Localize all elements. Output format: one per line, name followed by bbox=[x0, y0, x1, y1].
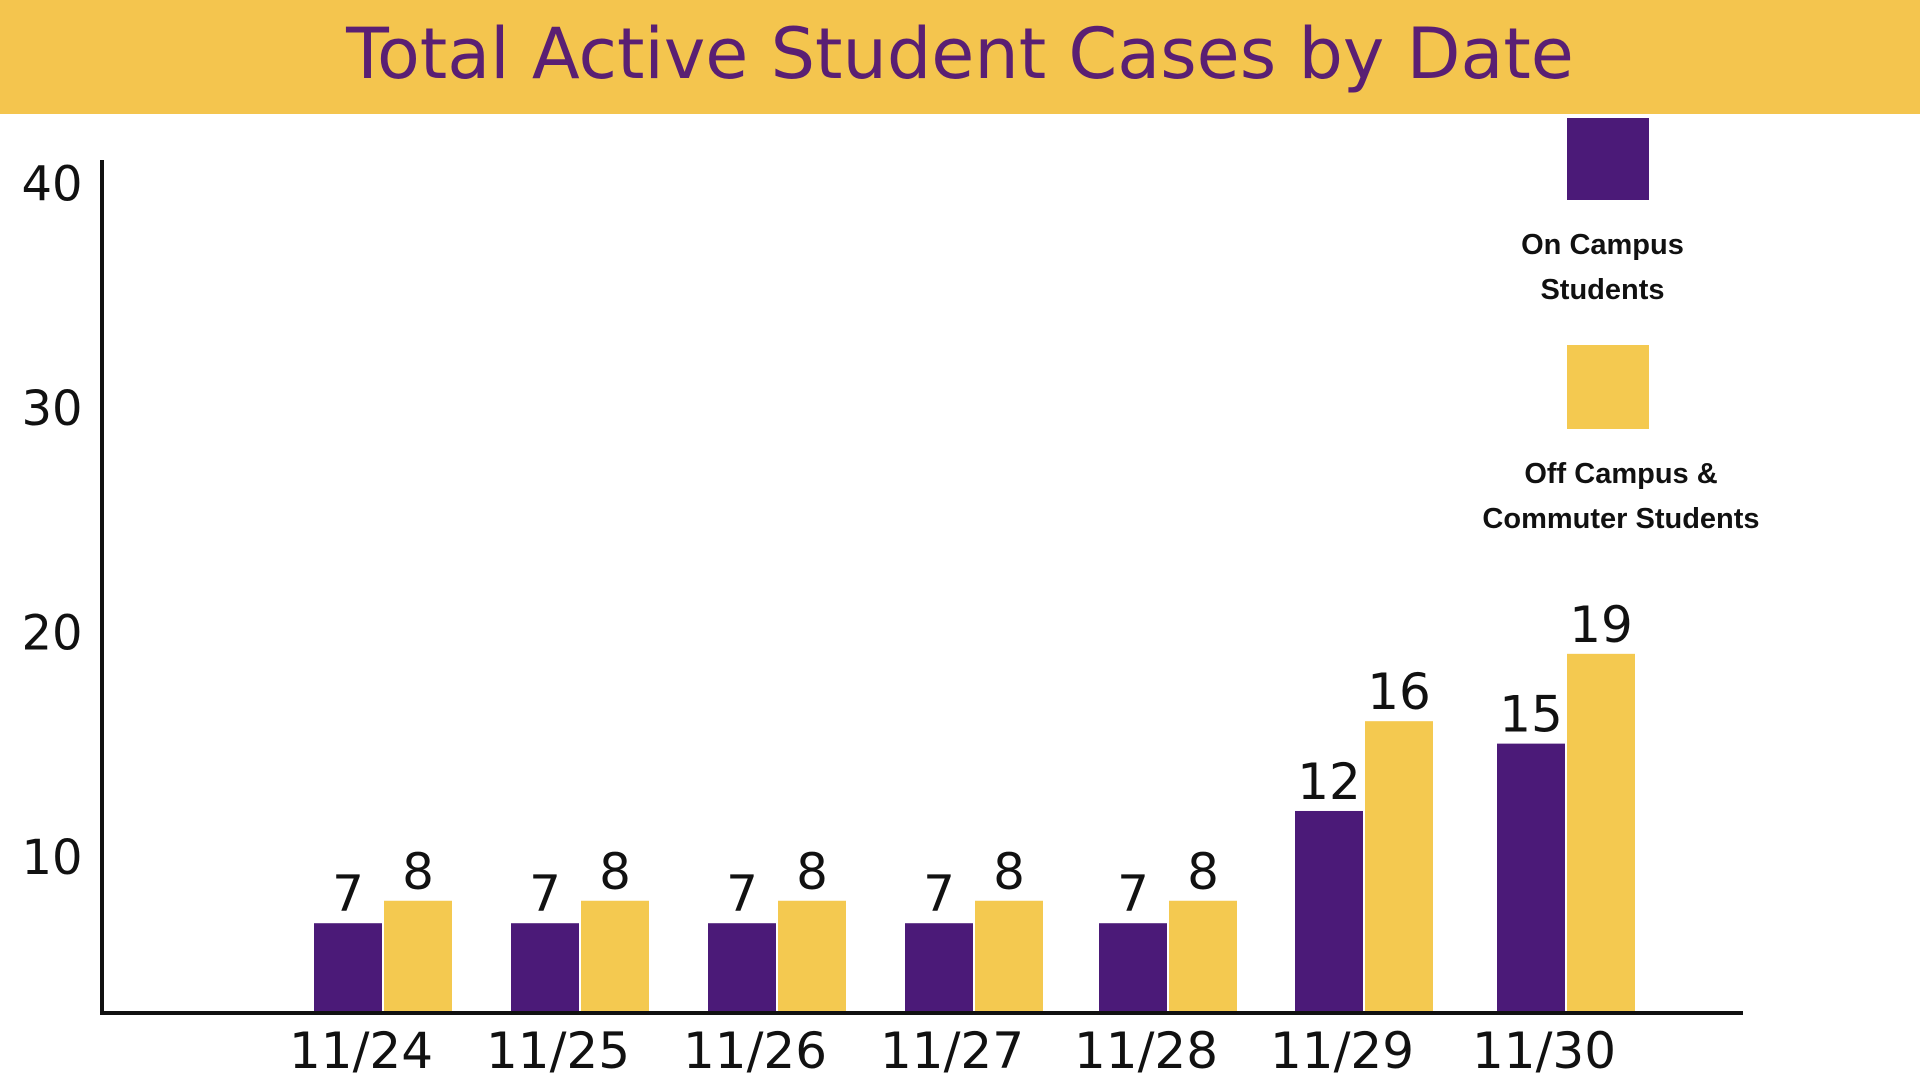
legend-swatch-off-campus bbox=[1567, 345, 1649, 429]
data-label: 7 bbox=[1117, 865, 1149, 923]
data-label: 12 bbox=[1297, 753, 1361, 811]
data-label: 19 bbox=[1569, 596, 1633, 654]
data-label: 8 bbox=[796, 843, 828, 901]
legend-swatch-on-campus bbox=[1567, 118, 1649, 200]
legend-label-on-campus-line2: Students bbox=[1540, 274, 1665, 306]
bar-off-campus-11-26 bbox=[778, 900, 846, 1013]
data-label: 7 bbox=[529, 865, 561, 923]
y-tick-label: 30 bbox=[21, 381, 82, 437]
bar-off-campus-11-27 bbox=[975, 900, 1043, 1013]
data-label: 15 bbox=[1499, 686, 1563, 744]
bar-on-campus-11-24 bbox=[314, 923, 382, 1013]
legend-label-off-campus-line2: Commuter Students bbox=[1482, 503, 1760, 535]
data-label: 8 bbox=[1187, 843, 1219, 901]
y-tick-label: 40 bbox=[21, 156, 82, 212]
bar-on-campus-11-27 bbox=[905, 923, 973, 1013]
x-tick-label: 11/30 bbox=[1472, 1022, 1616, 1080]
x-tick-label: 11/28 bbox=[1074, 1022, 1218, 1080]
data-label: 8 bbox=[599, 843, 631, 901]
x-tick-label: 11/25 bbox=[486, 1022, 630, 1080]
y-tick-label: 20 bbox=[21, 605, 82, 661]
data-label: 7 bbox=[923, 865, 955, 923]
data-label: 7 bbox=[726, 865, 758, 923]
bar-off-campus-11-30 bbox=[1567, 653, 1635, 1013]
x-tick-label: 11/24 bbox=[289, 1022, 433, 1080]
chart-title: Total Active Student Cases by Date bbox=[346, 13, 1574, 95]
bar-off-campus-11-28 bbox=[1169, 900, 1237, 1013]
y-tick-label: 10 bbox=[21, 830, 82, 886]
bar-on-campus-11-29 bbox=[1295, 810, 1363, 1013]
legend-label-off-campus: Off Campus & Commuter Students bbox=[1440, 452, 1802, 542]
x-tick-label: 11/26 bbox=[683, 1022, 827, 1080]
bar-off-campus-11-29 bbox=[1365, 721, 1433, 1013]
title-banner: Total Active Student Cases by Date bbox=[0, 0, 1920, 114]
bar-on-campus-11-25 bbox=[511, 923, 579, 1013]
bar-off-campus-11-24 bbox=[384, 900, 452, 1013]
bar-on-campus-11-28 bbox=[1099, 923, 1167, 1013]
x-tick-label: 11/27 bbox=[880, 1022, 1024, 1080]
bar-on-campus-11-26 bbox=[708, 923, 776, 1013]
data-label: 8 bbox=[402, 843, 434, 901]
bar-off-campus-11-25 bbox=[581, 900, 649, 1013]
data-label: 7 bbox=[332, 865, 364, 923]
legend-label-on-campus-line1: On Campus bbox=[1521, 229, 1684, 261]
data-label: 16 bbox=[1367, 663, 1431, 721]
legend-label-on-campus: On Campus Students bbox=[1450, 223, 1755, 313]
x-tick-label: 11/29 bbox=[1270, 1022, 1414, 1080]
bar-on-campus-11-30 bbox=[1497, 743, 1565, 1013]
legend-label-off-campus-line1: Off Campus & bbox=[1524, 458, 1718, 490]
data-label: 8 bbox=[993, 843, 1025, 901]
